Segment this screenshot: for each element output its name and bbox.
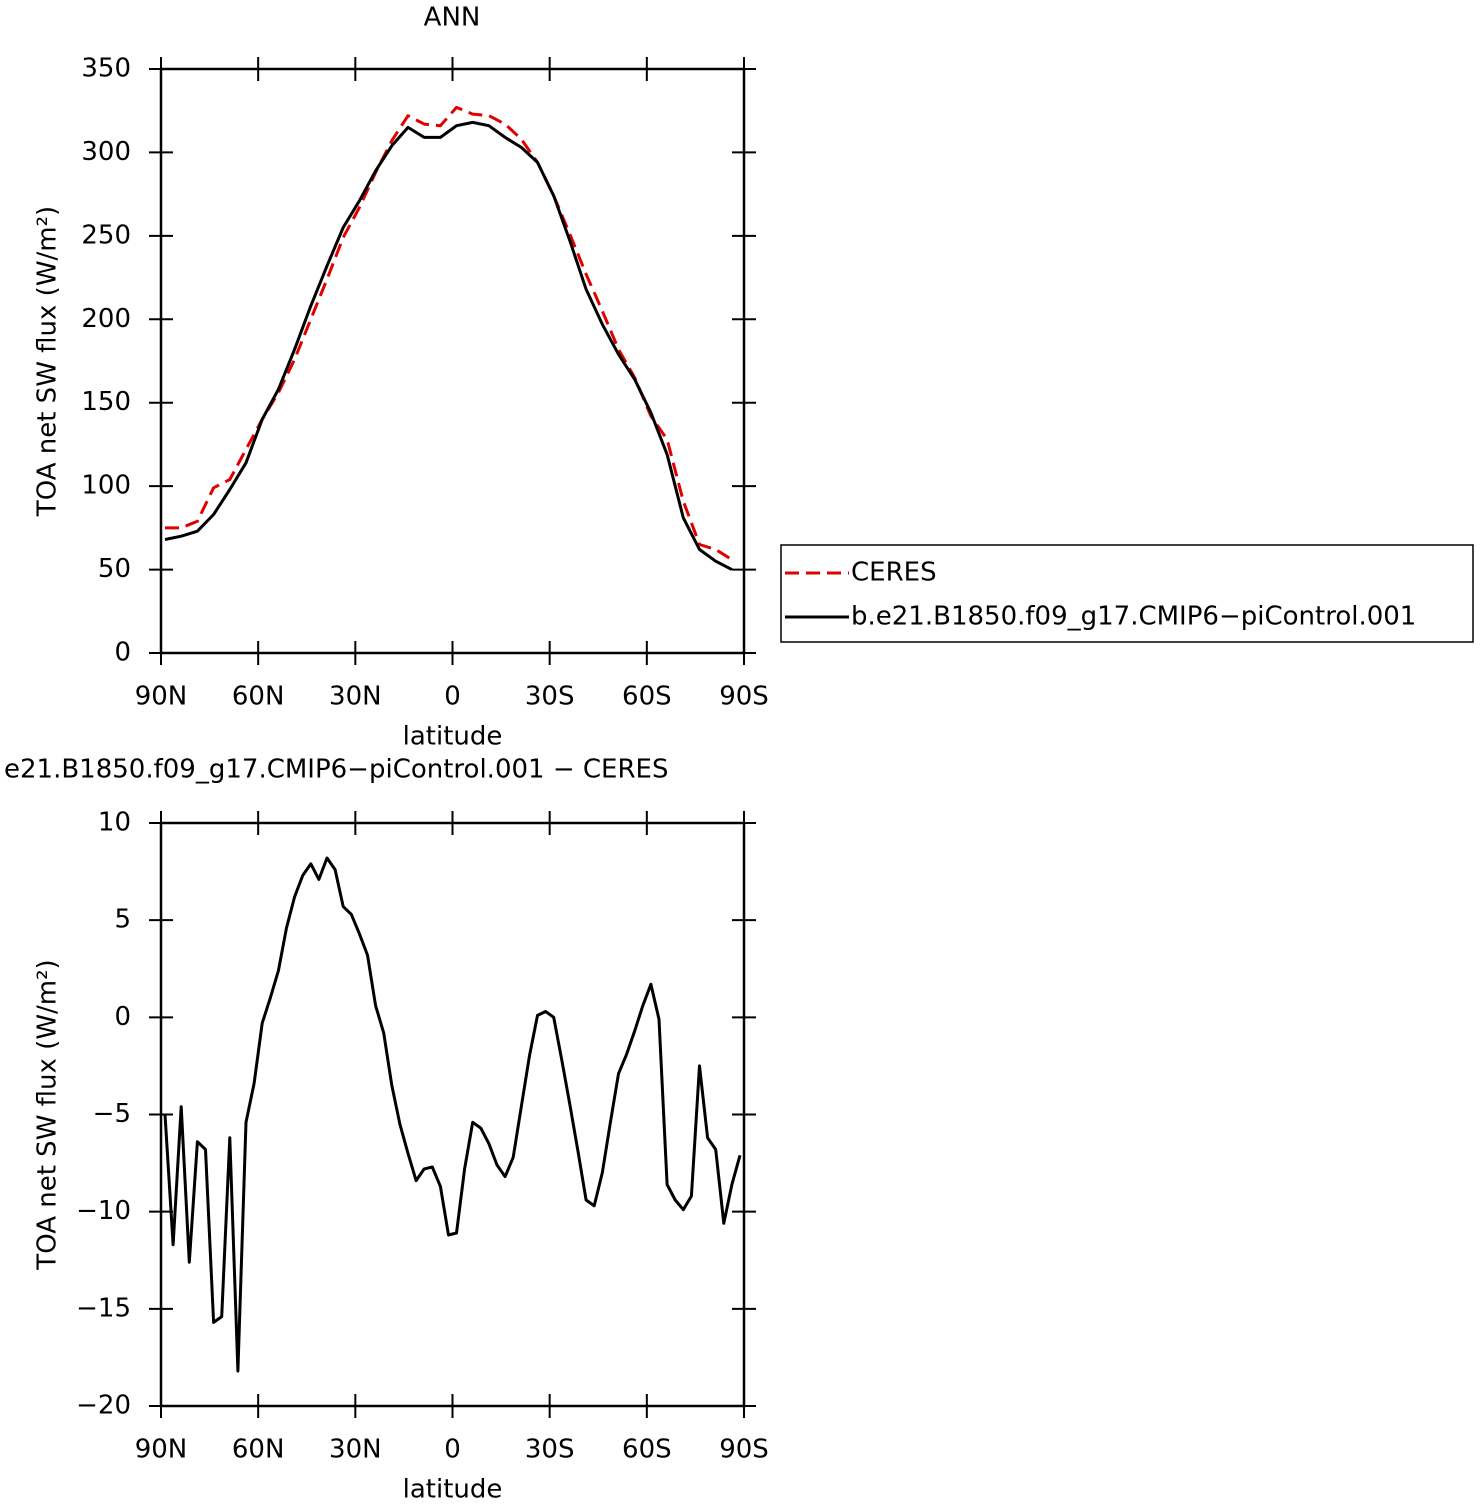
data-line <box>163 856 742 1373</box>
legend-label: CERES <box>851 558 937 588</box>
x-tick-label: 90N <box>135 682 188 712</box>
y-tick-label: 0 <box>114 638 131 668</box>
x-tick-label: 30S <box>525 1435 575 1465</box>
y-tick-label: 150 <box>81 387 131 417</box>
y-tick-label: 200 <box>81 304 131 334</box>
legend: CERES b.e21.B1850.f09_g17.CMIP6−piControl… <box>780 544 1474 643</box>
chart-title: ANN <box>424 3 481 33</box>
chart-title: e21.B1850.f09_g17.CMIP6−piControl.001 − … <box>4 755 668 785</box>
y-tick-label: 300 <box>81 137 131 167</box>
legend-box <box>780 544 1474 643</box>
x-tick-label: 90N <box>135 1435 188 1465</box>
x-tick-label: 0 <box>444 1435 461 1465</box>
y-tick-label: 250 <box>81 220 131 250</box>
y-tick-label: −5 <box>93 1099 131 1129</box>
x-tick-label: 60N <box>232 682 285 712</box>
x-axis-label: latitude <box>403 1475 503 1505</box>
y-tick-label: 350 <box>81 54 131 84</box>
plot-frame <box>159 67 746 655</box>
data-line <box>164 120 733 571</box>
x-axis-label: latitude <box>403 722 503 752</box>
y-tick-label: −15 <box>76 1293 131 1323</box>
x-tick-label: 30N <box>329 682 382 712</box>
y-tick-label: −20 <box>76 1391 131 1421</box>
x-tick-label: 60N <box>232 1435 285 1465</box>
y-tick-label: 0 <box>114 1002 131 1032</box>
y-tick-label: 10 <box>98 808 131 838</box>
y-tick-label: 5 <box>114 905 131 935</box>
x-tick-label: 30N <box>329 1435 382 1465</box>
x-tick-label: 0 <box>444 682 461 712</box>
y-axis-label: TOA net SW flux (W/m²) <box>33 206 63 517</box>
data-line <box>165 105 733 561</box>
y-tick-label: 50 <box>98 554 131 584</box>
x-tick-label: 90S <box>719 1435 769 1465</box>
x-tick-label: 30S <box>525 682 575 712</box>
y-tick-label: 100 <box>81 471 131 501</box>
y-axis-label: TOA net SW flux (W/m²) <box>33 959 63 1270</box>
x-tick-label: 60S <box>622 682 672 712</box>
x-tick-label: 60S <box>622 1435 672 1465</box>
y-tick-label: −10 <box>76 1196 131 1226</box>
legend-label: b.e21.B1850.f09_g17.CMIP6−piControl.001 <box>851 602 1416 632</box>
x-tick-label: 90S <box>719 682 769 712</box>
